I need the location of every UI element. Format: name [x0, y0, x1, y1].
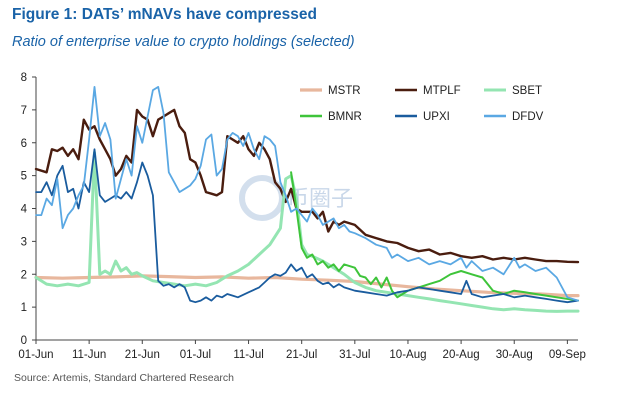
chart-subtitle: Ratio of enterprise value to crypto hold… — [12, 34, 355, 50]
chart-legend: MSTR MTPLF SBET BMNR UPXI DFDV — [300, 85, 544, 123]
x-tick-label: 21-Jun — [125, 349, 160, 361]
y-tick-label: 2 — [21, 269, 27, 281]
series-line-dfdv — [35, 86, 579, 302]
x-tick-label: 01-Jul — [180, 349, 211, 361]
x-tick-label: 01-Jun — [18, 349, 53, 361]
chart-source: Source: Artemis, Standard Chartered Rese… — [14, 372, 235, 384]
y-tick-label: 8 — [21, 72, 27, 84]
x-tick-label: 11-Jun — [72, 349, 106, 361]
x-tick-label: 09-Sep — [549, 349, 586, 361]
chart-series — [34, 86, 580, 313]
legend-label-mtplf: MTPLF — [423, 85, 461, 97]
y-tick-label: 7 — [21, 105, 27, 117]
x-tick-label: 10-Aug — [389, 349, 426, 361]
x-tick-label: 21-Jul — [286, 349, 317, 361]
legend-label-bmnr: BMNR — [328, 111, 362, 123]
y-tick-label: 3 — [21, 236, 27, 248]
legend-label-upxi: UPXI — [423, 111, 450, 123]
legend-label-mstr: MSTR — [328, 85, 361, 97]
y-tick-label: 6 — [21, 138, 27, 150]
x-tick-label: 11-Jul — [233, 349, 263, 361]
y-tick-label: 4 — [21, 204, 28, 216]
legend-label-dfdv: DFDV — [512, 111, 544, 123]
series-line-upxi — [35, 148, 579, 304]
series-line-mtplf — [34, 108, 580, 264]
x-tick-label: 20-Aug — [443, 349, 480, 361]
series-line-sbet — [34, 151, 580, 313]
y-tick-label: 1 — [21, 302, 27, 314]
y-tick-label: 5 — [21, 171, 27, 183]
legend-label-sbet: SBET — [512, 85, 542, 97]
x-tick-label: 31-Jul — [339, 349, 370, 361]
chart-title: Figure 1: DATs’ mNAVs have compressed — [12, 6, 317, 23]
y-tick-label: 0 — [21, 335, 27, 347]
x-tick-label: 30-Aug — [496, 349, 533, 361]
chart-axes: 0 1 2 3 4 5 6 7 8 01-Jun 11-Jun 21-Jun 01-Jul 11-Jul 2… — [18, 72, 586, 361]
watermark-logo-icon — [239, 175, 285, 221]
